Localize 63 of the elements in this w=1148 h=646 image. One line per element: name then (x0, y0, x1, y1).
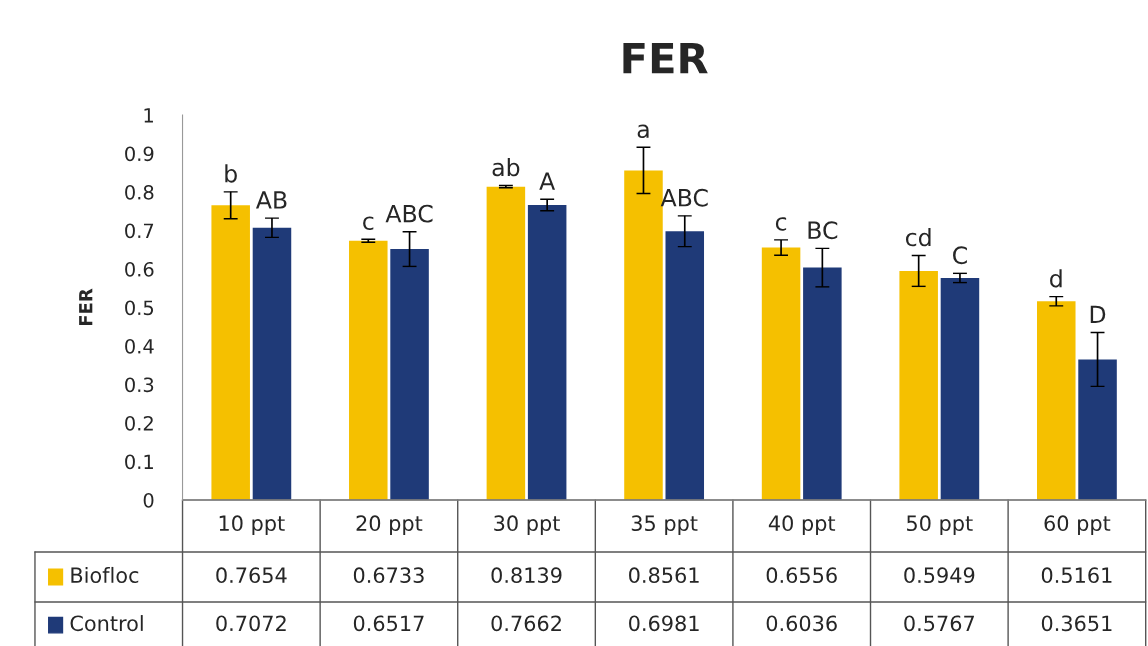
bar (527, 205, 567, 500)
bar (1037, 301, 1076, 500)
x-tick-label: 60 ppt (1044, 515, 1111, 536)
annotation: A (539, 172, 556, 190)
bar (390, 249, 429, 500)
bar (761, 247, 801, 500)
legend-label: Biofloc (71, 566, 139, 584)
annotation: ABC (385, 204, 433, 223)
y-tick-label: 0.1 (125, 454, 153, 470)
data-label: 0.7072 (216, 615, 286, 632)
data-label: 0.7662 (491, 615, 561, 632)
annotation: c (775, 217, 787, 231)
annotation: AB (255, 191, 287, 209)
bar (624, 170, 663, 500)
x-tick-label: 30 ppt (494, 515, 560, 536)
y-tick-label: 1 (144, 108, 153, 123)
x-tick-label: 50 ppt (907, 515, 973, 536)
chart-title: FER (623, 42, 708, 74)
y-tick-label: 0.3 (125, 377, 154, 393)
data-label: 0.6556 (766, 567, 837, 584)
data-label: 0.6517 (353, 615, 424, 632)
bar (1078, 359, 1117, 500)
bar (252, 227, 292, 500)
x-tick-label: 40 ppt (768, 515, 836, 536)
bar (940, 277, 980, 500)
x-tick-label: 35 ppt (631, 515, 698, 536)
y-tick-label: 0.6 (125, 261, 154, 277)
bar (899, 270, 938, 500)
data-label: 0.3651 (1041, 615, 1112, 632)
x-tick-label: 10 ppt (219, 515, 285, 536)
y-tick-label: 0.8 (125, 184, 154, 200)
annotation: D (1090, 305, 1106, 323)
y-tick-label: 0.7 (125, 223, 154, 239)
data-label: 0.5949 (904, 567, 975, 584)
data-label: 0.5767 (904, 615, 974, 632)
bar (486, 186, 526, 500)
y-tick-label: 0 (143, 492, 154, 508)
annotation: cd (905, 228, 931, 247)
bar (349, 240, 388, 500)
data-label: 0.8561 (629, 567, 699, 584)
data-label: 0.6036 (766, 615, 837, 632)
bar (665, 231, 705, 500)
data-label: 0.6981 (629, 615, 699, 632)
legend-label: Control (70, 615, 143, 632)
bar (803, 267, 842, 500)
data-label: 0.7654 (216, 567, 287, 584)
data-label: 0.6733 (353, 567, 424, 584)
annotation: c (363, 216, 374, 231)
data-label: 0.5161 (1041, 567, 1112, 584)
annotation: C (953, 246, 967, 265)
x-tick-label: 20 ppt (356, 515, 423, 536)
data-label: 0.8139 (491, 567, 562, 584)
y-tick-label: 0.5 (125, 300, 154, 316)
annotation: b (225, 164, 237, 183)
annotation: ab (492, 158, 520, 177)
annotation: d (1050, 269, 1062, 288)
annotation: a (637, 124, 649, 139)
bar (211, 205, 250, 500)
annotation: BC (808, 221, 838, 240)
y-tick-label: 0.2 (125, 415, 153, 431)
y-tick-label: 0.4 (125, 338, 154, 354)
y-tick-label: 0.9 (125, 146, 154, 162)
y-axis-title: FER (79, 288, 93, 326)
